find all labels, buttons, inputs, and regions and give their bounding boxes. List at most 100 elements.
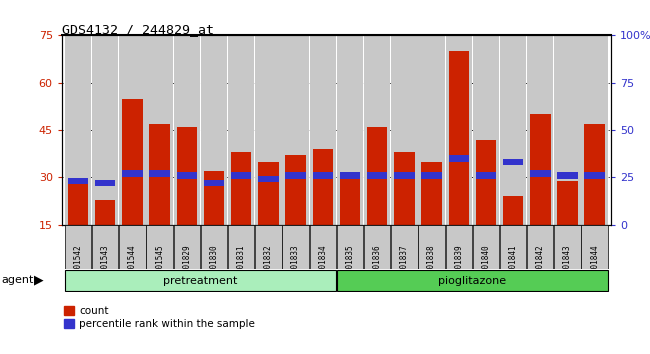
Text: GSM201841: GSM201841 [508,245,517,286]
FancyBboxPatch shape [228,225,254,269]
Text: pioglitazone: pioglitazone [438,275,506,286]
FancyBboxPatch shape [554,225,580,269]
Text: GSM201844: GSM201844 [590,245,599,286]
Bar [68,178,88,184]
Bar [231,172,252,179]
Bar [500,35,526,225]
Text: GSM201830: GSM201830 [209,245,218,286]
Legend: count, percentile rank within the sample: count, percentile rank within the sample [64,306,255,329]
FancyBboxPatch shape [309,225,336,269]
Bar [503,196,523,225]
Text: GSM201832: GSM201832 [264,245,273,286]
FancyBboxPatch shape [500,225,526,269]
Bar [364,35,391,225]
Text: GSM201834: GSM201834 [318,245,328,286]
Text: GDS4132 / 244829_at: GDS4132 / 244829_at [62,23,214,36]
Text: ▶: ▶ [34,274,44,287]
FancyBboxPatch shape [419,225,445,269]
Bar [421,162,442,225]
Bar [448,51,469,225]
Bar [337,35,363,225]
Bar [68,181,88,225]
FancyBboxPatch shape [445,225,472,269]
Bar [65,35,91,225]
FancyBboxPatch shape [255,225,281,269]
FancyBboxPatch shape [337,270,608,291]
Bar [313,149,333,225]
Bar [530,114,551,225]
Text: GSM201842: GSM201842 [536,245,545,286]
Bar [313,172,333,179]
Bar [258,162,279,225]
Bar [119,35,146,225]
Bar [122,98,142,225]
Bar [476,172,496,179]
Text: GSM201543: GSM201543 [101,245,110,286]
Text: GSM201545: GSM201545 [155,245,164,286]
Bar [530,171,551,177]
FancyBboxPatch shape [282,225,309,269]
Bar [473,35,499,225]
FancyBboxPatch shape [92,225,118,269]
Bar [309,35,336,225]
Bar [92,35,118,225]
Bar [177,127,197,225]
Bar [282,35,309,225]
Bar [150,124,170,225]
Bar [258,176,279,183]
FancyBboxPatch shape [174,225,200,269]
Text: agent: agent [1,275,34,285]
Bar [448,155,469,162]
Bar [445,35,472,225]
Bar [419,35,445,225]
FancyBboxPatch shape [391,225,417,269]
Bar [228,35,254,225]
Text: pretreatment: pretreatment [163,275,238,286]
Text: GSM201839: GSM201839 [454,245,463,286]
FancyBboxPatch shape [364,225,391,269]
Text: GSM201840: GSM201840 [482,245,490,286]
Text: GSM201831: GSM201831 [237,245,246,286]
Bar [340,177,360,225]
Bar [231,152,252,225]
Bar [367,127,387,225]
Text: GSM201836: GSM201836 [372,245,382,286]
FancyBboxPatch shape [527,225,554,269]
Bar [285,172,306,179]
Bar [503,159,523,165]
Text: GSM201838: GSM201838 [427,245,436,286]
Bar [255,35,281,225]
Text: GSM201843: GSM201843 [563,245,572,286]
Bar [122,171,142,177]
Bar [557,181,578,225]
Bar [421,172,442,179]
Bar [201,35,227,225]
Text: GSM201542: GSM201542 [73,245,83,286]
Bar [554,35,580,225]
Text: GSM201837: GSM201837 [400,245,409,286]
Bar [204,171,224,225]
FancyBboxPatch shape [119,225,146,269]
Bar [584,124,605,225]
FancyBboxPatch shape [473,225,499,269]
FancyBboxPatch shape [65,270,336,291]
FancyBboxPatch shape [337,225,363,269]
Bar [285,155,306,225]
Bar [394,172,415,179]
Bar [582,35,608,225]
Bar [340,172,360,179]
FancyBboxPatch shape [582,225,608,269]
Text: GSM201835: GSM201835 [345,245,354,286]
Bar [95,200,116,225]
Bar [367,172,387,179]
Bar [391,35,417,225]
Bar [476,139,496,225]
Text: GSM201829: GSM201829 [183,245,191,286]
FancyBboxPatch shape [201,225,227,269]
Bar [394,152,415,225]
Text: GSM201544: GSM201544 [128,245,137,286]
Bar [527,35,554,225]
Bar [95,180,116,186]
Bar [174,35,200,225]
FancyBboxPatch shape [65,225,91,269]
